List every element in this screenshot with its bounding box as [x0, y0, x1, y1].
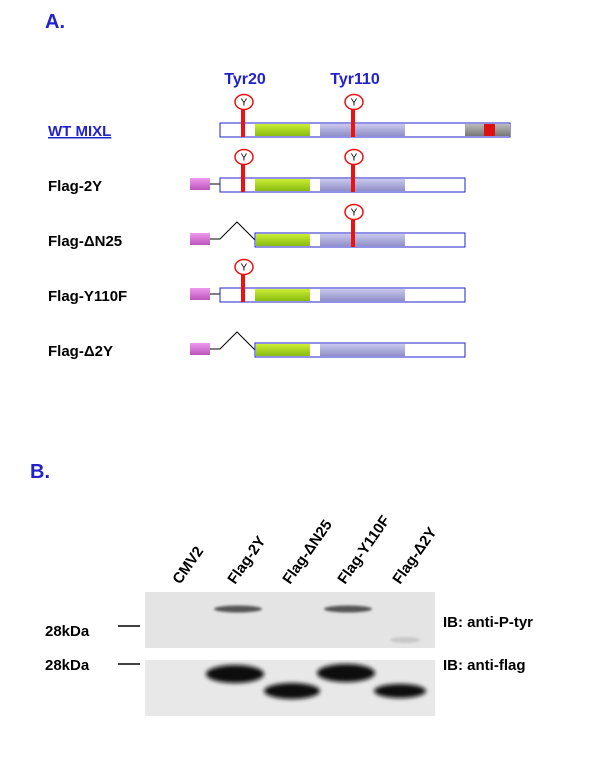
construct-d2y: Flag-Δ2Y	[48, 331, 466, 360]
band	[317, 664, 375, 682]
band	[206, 665, 264, 683]
lane-label: CMV2	[169, 543, 207, 587]
band	[390, 637, 420, 643]
site-circle	[234, 93, 254, 111]
domain	[256, 234, 310, 246]
site-symbol: Y	[351, 98, 358, 109]
construct-wt: WT MIXL	[48, 122, 511, 140]
lane-label: Flag-Δ2Y	[389, 524, 440, 587]
construct-label: WT MIXL	[48, 123, 111, 140]
construct-y110f: Flag-Y110F	[48, 287, 466, 305]
band	[264, 683, 320, 699]
domain	[256, 344, 310, 356]
construct-label: Flag-Δ2Y	[48, 343, 113, 360]
lane-label: Flag-2Y	[224, 533, 269, 587]
site-circle	[234, 148, 254, 166]
domain	[320, 124, 405, 136]
site-circle	[344, 93, 364, 111]
antibody-label: IB: anti-P-tyr	[443, 614, 533, 631]
construct-2y: Flag-2Y	[48, 177, 466, 195]
site-symbol: Y	[241, 98, 248, 109]
site-symbol: Y	[351, 208, 358, 219]
marker-label: 28kDa	[45, 623, 90, 640]
marker-label: 28kDa	[45, 657, 90, 674]
domain	[320, 234, 405, 246]
flag-tag	[190, 288, 210, 300]
domain	[320, 179, 405, 191]
lane-label: Flag-ΔN25	[279, 517, 335, 587]
site-circle	[344, 203, 364, 221]
construct-label: Flag-Y110F	[48, 288, 127, 305]
flag-tag	[190, 233, 210, 245]
deletion	[210, 221, 256, 241]
construct-label: Flag-2Y	[48, 178, 102, 195]
flag-tag	[190, 343, 210, 355]
domain	[255, 289, 310, 301]
blot	[145, 592, 435, 648]
domain	[255, 124, 310, 136]
domain	[320, 289, 405, 301]
site-symbol: Y	[351, 153, 358, 164]
lane-label: Flag-Y110F	[334, 513, 393, 588]
panel-label: B.	[30, 461, 50, 483]
band	[374, 684, 426, 698]
site-circle	[344, 148, 364, 166]
domain	[320, 344, 405, 356]
band	[214, 605, 262, 613]
band	[324, 605, 372, 613]
construct-dn25: Flag-ΔN25	[48, 221, 466, 250]
site-symbol: Y	[241, 153, 248, 164]
site-circle	[234, 258, 254, 276]
domain	[484, 124, 495, 136]
phospho-sites: Y Y Y Y Y Y	[234, 93, 364, 302]
site-label: Tyr110	[330, 71, 380, 88]
deletion	[210, 331, 256, 351]
site-label: Tyr20	[224, 71, 266, 88]
flag-tag	[190, 178, 210, 190]
site-symbol: Y	[241, 263, 248, 274]
domain	[255, 179, 310, 191]
antibody-label: IB: anti-flag	[443, 657, 526, 674]
construct-label: Flag-ΔN25	[48, 233, 122, 250]
panel-label: A.	[45, 11, 65, 33]
